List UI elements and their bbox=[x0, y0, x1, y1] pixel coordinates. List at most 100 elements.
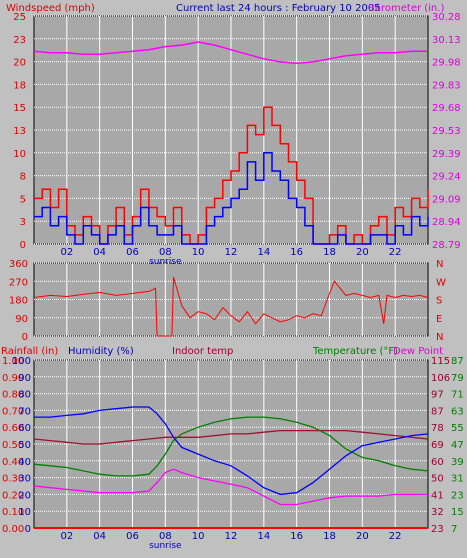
x-tick-label: 10 bbox=[192, 531, 205, 542]
x-tick-label: 18 bbox=[323, 531, 336, 542]
title-label: Current last 24 hours : February 10 2005 bbox=[176, 3, 381, 14]
x-tick-label: 14 bbox=[257, 531, 270, 542]
indoor-y-tick-label: 97 bbox=[431, 390, 444, 401]
sunrise-label: sunrise bbox=[149, 257, 182, 267]
wind-y-tick-label: 0 bbox=[20, 240, 26, 251]
rain-y-tick-label: 0.60 bbox=[2, 423, 24, 434]
barometer-line bbox=[33, 41, 428, 65]
x-tick-label: 08 bbox=[159, 247, 172, 258]
humidity-y-tick-label: 30 bbox=[18, 474, 31, 485]
rain-y-tick-label: 0.00 bbox=[2, 524, 24, 535]
compass-tick-label: N bbox=[436, 332, 443, 343]
wind-y-tick-label: 3 bbox=[20, 217, 26, 228]
humidity-label: Humidity (%) bbox=[68, 346, 134, 357]
rain-y-tick-label: 0.30 bbox=[2, 474, 24, 485]
humidity-line bbox=[34, 406, 429, 496]
temp-y-tick-label: 55 bbox=[451, 423, 464, 434]
average-wind-line bbox=[34, 152, 429, 245]
x-tick-label: 04 bbox=[93, 247, 106, 258]
x-tick-label: 02 bbox=[60, 247, 73, 258]
wind-y-tick-label: 18 bbox=[13, 80, 26, 91]
direction-y-tick-label: 90 bbox=[15, 314, 28, 325]
humidity-y-tick-label: 0 bbox=[25, 524, 31, 535]
indoor-y-tick-label: 50 bbox=[431, 474, 444, 485]
rain-y-tick-label: 0.10 bbox=[2, 507, 24, 518]
temp-y-tick-label: 23 bbox=[451, 490, 464, 501]
indoor-y-tick-label: 87 bbox=[431, 406, 444, 417]
barometer-y-tick-label: 29.83 bbox=[432, 80, 461, 91]
temp-y-tick-label: 31 bbox=[451, 474, 464, 485]
wind-y-tick-label: 23 bbox=[13, 35, 26, 46]
humidity-y-tick-label: 70 bbox=[18, 406, 31, 417]
temp-y-tick-label: 39 bbox=[451, 457, 464, 468]
barometer-y-tick-label: 29.39 bbox=[432, 149, 461, 160]
barometer-y-tick-label: 29.98 bbox=[432, 58, 461, 69]
x-tick-label: 08 bbox=[159, 531, 172, 542]
rain-y-tick-label: 0.20 bbox=[2, 490, 24, 501]
humidity-y-tick-label: 100 bbox=[12, 356, 31, 367]
humidity-y-tick-label: 90 bbox=[18, 373, 31, 384]
humidity-y-tick-label: 50 bbox=[18, 440, 31, 451]
temp-y-tick-label: 7 bbox=[451, 524, 457, 535]
indoor-temp-line bbox=[33, 429, 429, 445]
barometer-y-tick-label: 28.79 bbox=[432, 240, 461, 251]
wind-y-tick-label: 15 bbox=[13, 103, 26, 114]
rain-y-tick-label: 0.70 bbox=[2, 406, 24, 417]
x-tick-label: 14 bbox=[257, 247, 270, 258]
barometer-y-tick-label: 29.09 bbox=[432, 194, 461, 205]
temperature-line bbox=[33, 416, 429, 477]
rain-y-tick-label: 0.90 bbox=[2, 373, 24, 384]
rain-y-tick-label: 0.40 bbox=[2, 457, 24, 468]
x-tick-label: 10 bbox=[192, 247, 205, 258]
wind-y-tick-label: 20 bbox=[13, 58, 26, 69]
indoor-y-tick-label: 32 bbox=[431, 507, 444, 518]
windspeed-label: Windspeed (mph) bbox=[6, 3, 95, 14]
compass-tick-label: W bbox=[436, 277, 446, 288]
barometer-y-tick-label: 28.94 bbox=[432, 217, 461, 228]
temp-y-tick-label: 63 bbox=[451, 406, 464, 417]
rainfall-label: Rainfall (in) bbox=[1, 346, 58, 357]
barometer-y-tick-label: 29.24 bbox=[432, 172, 461, 183]
wind-y-tick-label: 25 bbox=[13, 12, 26, 23]
indoor-y-tick-label: 115 bbox=[431, 356, 450, 367]
humidity-y-tick-label: 60 bbox=[18, 423, 31, 434]
direction-y-tick-label: 360 bbox=[9, 259, 28, 270]
barometer-y-tick-label: 30.28 bbox=[432, 12, 461, 23]
indoor-temp-label: Indoor temp bbox=[172, 346, 233, 357]
x-tick-label: 12 bbox=[225, 247, 238, 258]
humidity-y-tick-label: 20 bbox=[18, 490, 31, 501]
humidity-y-tick-label: 40 bbox=[18, 457, 31, 468]
humidity-y-tick-label: 80 bbox=[18, 390, 31, 401]
indoor-y-tick-label: 69 bbox=[431, 440, 444, 451]
wind-y-tick-label: 10 bbox=[13, 149, 26, 160]
compass-tick-label: S bbox=[436, 296, 442, 307]
direction-line bbox=[33, 277, 429, 337]
x-tick-label: 16 bbox=[290, 531, 303, 542]
compass-tick-label: N bbox=[436, 259, 443, 270]
rain-y-tick-label: 1.00 bbox=[2, 356, 24, 367]
indoor-y-tick-label: 41 bbox=[431, 490, 444, 501]
x-tick-label: 06 bbox=[126, 247, 139, 258]
temp-y-tick-label: 47 bbox=[451, 440, 464, 451]
compass-tick-label: E bbox=[436, 314, 442, 325]
x-tick-label: 20 bbox=[356, 247, 369, 258]
temp-y-tick-label: 71 bbox=[451, 390, 464, 401]
direction-y-tick-label: 0 bbox=[22, 332, 28, 343]
direction-y-tick-label: 270 bbox=[9, 277, 28, 288]
humidity-y-tick-label: 10 bbox=[18, 507, 31, 518]
temperature-label: Temperature (°F) bbox=[312, 346, 398, 357]
dewpoint-line bbox=[33, 468, 428, 506]
temp-y-tick-label: 87 bbox=[451, 356, 464, 367]
x-tick-label: 20 bbox=[356, 531, 369, 542]
x-tick-label: 12 bbox=[225, 531, 238, 542]
x-tick-label: 06 bbox=[126, 531, 139, 542]
indoor-y-tick-label: 60 bbox=[431, 457, 444, 468]
x-tick-label: 22 bbox=[389, 531, 402, 542]
barometer-y-tick-label: 30.13 bbox=[432, 35, 461, 46]
wind-y-tick-label: 5 bbox=[20, 194, 26, 205]
barometer-y-tick-label: 29.68 bbox=[432, 103, 461, 114]
indoor-y-tick-label: 106 bbox=[431, 373, 450, 384]
temp-y-tick-label: 15 bbox=[451, 507, 464, 518]
